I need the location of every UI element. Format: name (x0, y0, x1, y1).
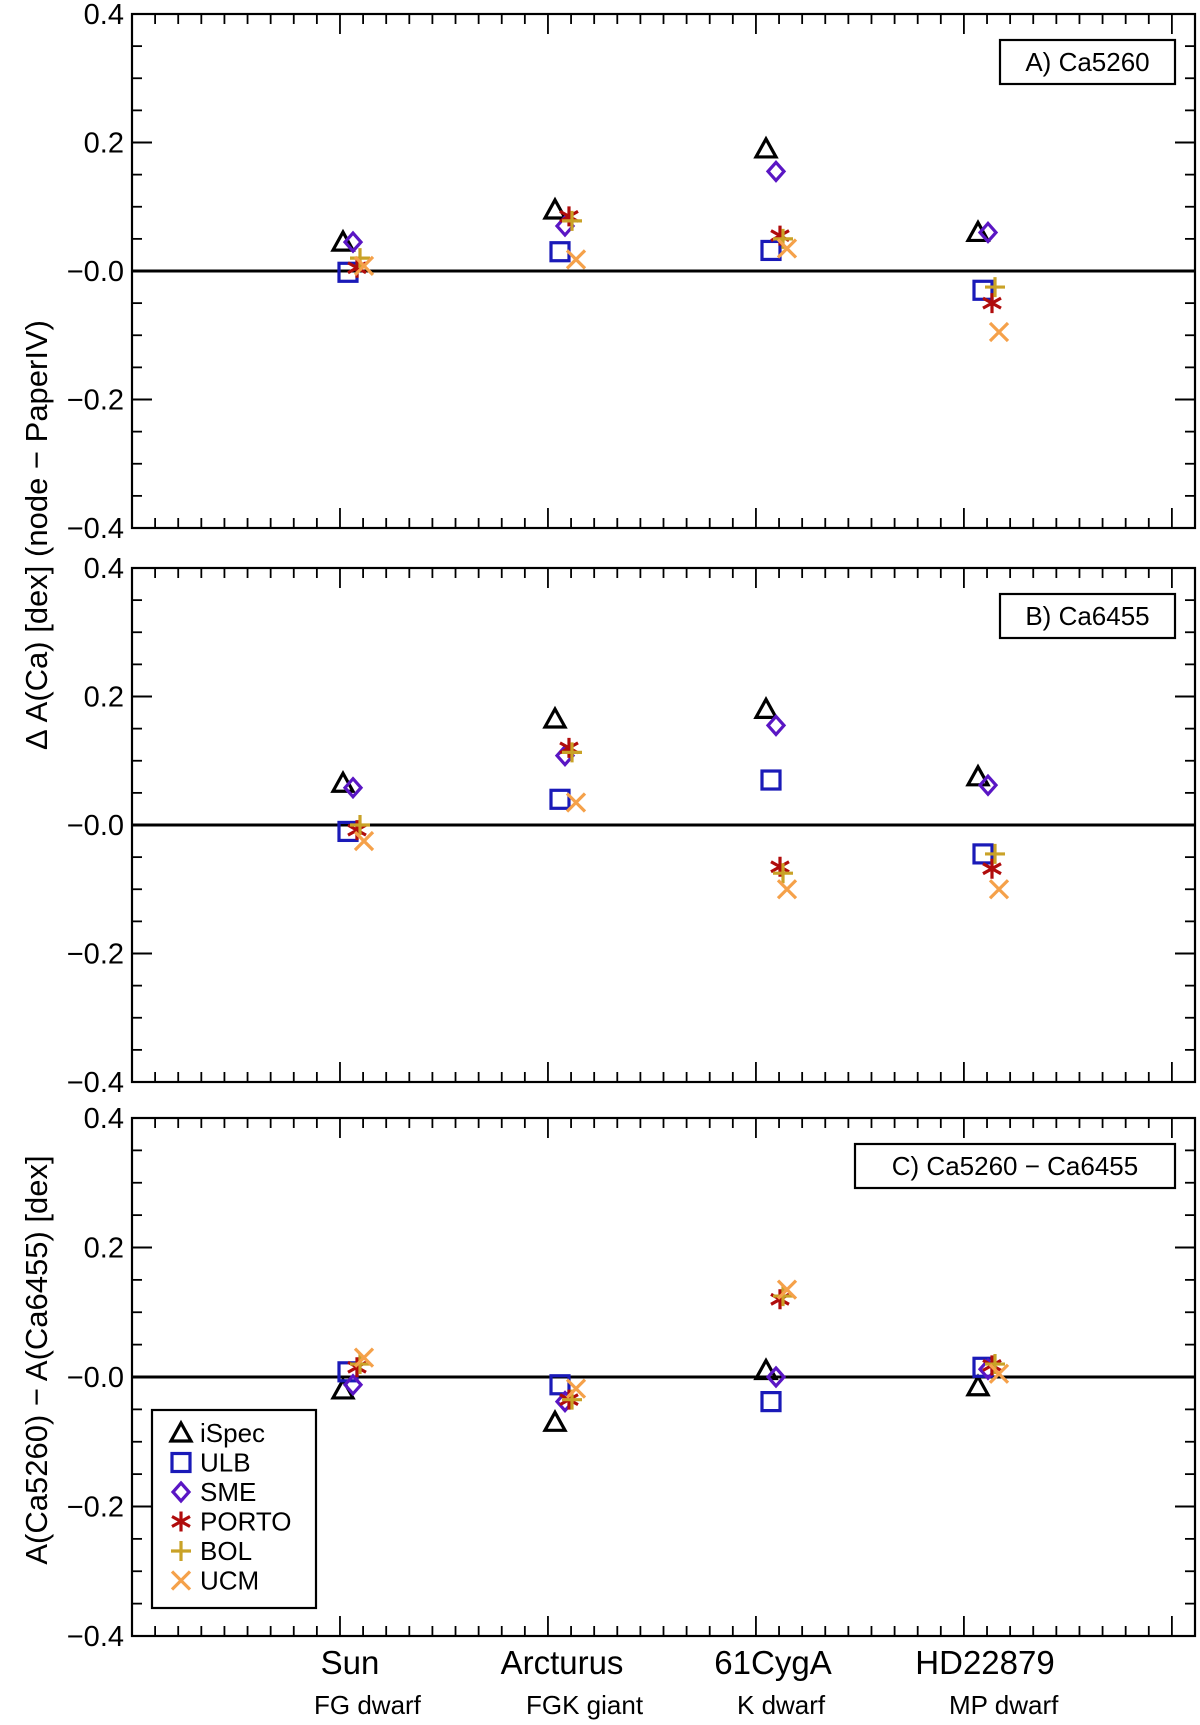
x-category-type-label: FG dwarf (314, 1690, 422, 1720)
data-point-bol (562, 210, 582, 231)
legend-label-ispec: iSpec (200, 1418, 265, 1448)
data-point-ulb (760, 239, 782, 262)
legend-label-ulb: ULB (200, 1448, 251, 1478)
y-tick-label: −0.2 (67, 1492, 124, 1524)
data-point-ucm (565, 792, 587, 813)
y-axis-label-bottom: A(Ca5260) − A(Ca6455) [dex] (19, 1155, 54, 1564)
data-point-ispec (753, 696, 779, 719)
x-category-label: Sun (321, 1644, 380, 1681)
data-point-bol (773, 1286, 793, 1307)
data-point-ucm (988, 321, 1010, 343)
panel-label: A) Ca5260 (1025, 47, 1149, 77)
panel-1: 0.4 0.2 −0.0 −0.2 −0.4 A) Ca5260 (67, 0, 1197, 545)
data-point-ulb (549, 788, 571, 810)
y-tick-label: −0.4 (67, 1621, 124, 1653)
data-point-sme (765, 160, 787, 183)
y-tick-label: 0.2 (84, 682, 124, 714)
data-point-ucm (776, 238, 798, 259)
data-point-ispec (542, 1409, 568, 1432)
data-point-ucm (776, 1279, 798, 1300)
legend-box (150, 1408, 318, 1610)
panel-label-box (998, 592, 1177, 640)
legend-marker-sme (170, 1480, 192, 1504)
data-point-ispec (542, 705, 568, 729)
legend-marker-ispec (168, 1419, 194, 1443)
panel-label: C) Ca5260 − Ca6455 (892, 1151, 1138, 1181)
y-tick-label: 0.4 (84, 553, 124, 585)
y-tick-label: 0.4 (84, 0, 124, 31)
y-tick-label: −0.0 (67, 256, 124, 288)
data-point-sme (342, 230, 364, 254)
data-point-bol (985, 277, 1005, 298)
y-tick-label: −0.0 (67, 1362, 124, 1394)
x-category-type-label: K dwarf (737, 1690, 826, 1720)
y-tick-label: −0.0 (67, 810, 124, 842)
data-point-ucm (353, 1347, 375, 1368)
data-point-ulb (760, 1391, 782, 1413)
data-point-bol (562, 742, 582, 763)
legend-label-ucm: UCM (200, 1566, 259, 1596)
data-point-sme (977, 221, 999, 244)
data-point-sme (765, 1365, 787, 1389)
panel-2: 0.4 0.2 −0.0 −0.2 −0.4 B) Ca6455 (67, 553, 1197, 1099)
panel-3: 0.4 0.2 −0.0 −0.2 −0.4 C) Ca5260 − Ca6455 (67, 1103, 1197, 1653)
y-tick-label: 0.2 (84, 128, 124, 160)
x-category-label: HD22879 (915, 1644, 1054, 1681)
x-category-type-label: FGK giant (526, 1690, 644, 1720)
data-point-ucm (565, 249, 587, 270)
data-point-ispec (965, 1373, 991, 1397)
data-point-sme (342, 1373, 364, 1397)
y-tick-label: 0.2 (84, 1233, 124, 1265)
legend-label-porto: PORTO (200, 1507, 292, 1537)
panel-label: B) Ca6455 (1025, 601, 1149, 631)
data-point-ucm (988, 879, 1010, 900)
data-point-ispec (542, 196, 568, 220)
y-tick-label: 0.4 (84, 1103, 124, 1135)
data-point-ispec (753, 1357, 779, 1381)
y-tick-label: −0.2 (67, 385, 124, 417)
data-point-ucm (353, 255, 375, 276)
data-point-ispec (753, 135, 779, 159)
data-point-porto (982, 293, 1002, 314)
legend-marker-porto (171, 1511, 191, 1532)
legend-marker-ucm (170, 1570, 192, 1591)
data-point-porto (982, 858, 1002, 879)
y-tick-label: −0.4 (67, 1067, 124, 1099)
panel-label-box (853, 1142, 1177, 1190)
data-point-ulb (760, 769, 782, 791)
y-tick-label: −0.2 (67, 939, 124, 971)
data-point-ucm (565, 1378, 587, 1399)
data-point-ispec (965, 763, 991, 787)
x-category-label: Arcturus (501, 1644, 624, 1681)
legend-label-sme: SME (200, 1477, 256, 1507)
data-point-bol (985, 843, 1005, 864)
data-point-bol (773, 863, 793, 884)
data-point-sme (342, 776, 364, 800)
data-point-ulb (972, 279, 994, 301)
x-category-label: 61CygA (714, 1644, 831, 1681)
data-point-ulb (549, 1374, 571, 1396)
legend-label-bol: BOL (200, 1536, 252, 1566)
legend-marker-ulb (170, 1451, 192, 1474)
y-tick-label: −0.4 (67, 513, 124, 545)
x-category-type-label: MP dwarf (949, 1690, 1059, 1720)
data-point-ucm (353, 830, 375, 852)
data-point-sme (765, 714, 787, 737)
legend-marker-bol (171, 1541, 191, 1561)
data-point-bol (350, 1354, 370, 1375)
data-point-bol (350, 815, 370, 835)
data-point-bol (350, 248, 370, 269)
panel-label-box (998, 38, 1177, 86)
data-point-ucm (776, 879, 798, 900)
data-point-ucm (988, 1363, 1010, 1384)
data-point-sme (977, 773, 999, 797)
y-axis-label-top: Δ A(Ca) [dex] (node − PaperIV) (19, 320, 54, 750)
